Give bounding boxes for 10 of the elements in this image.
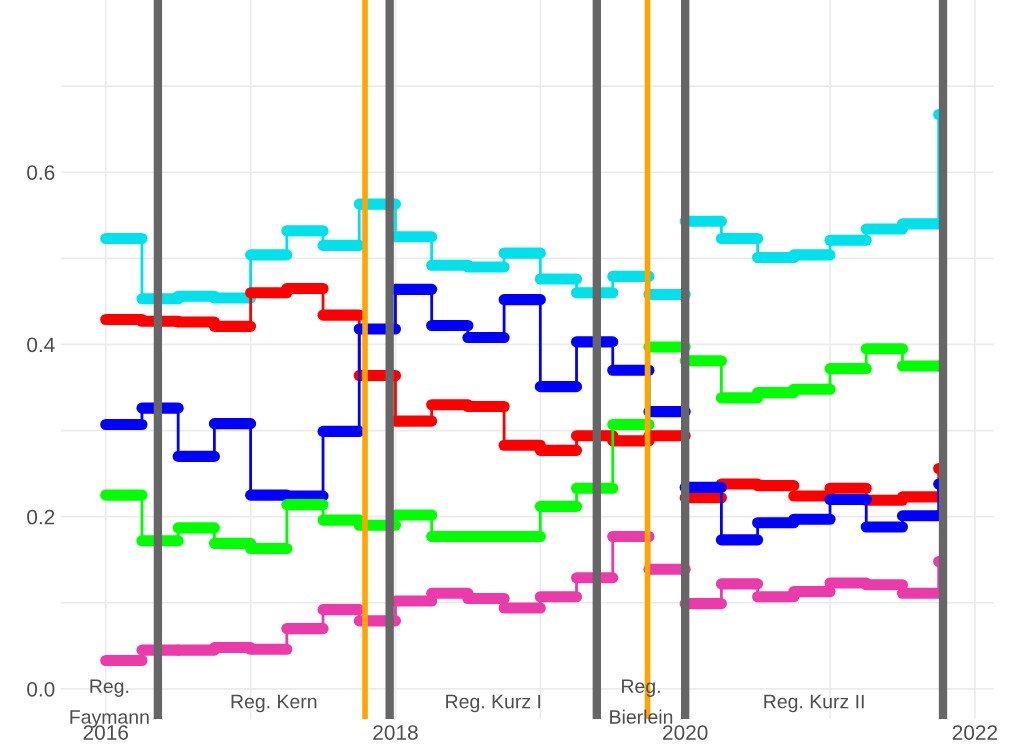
x-tick-label: 2020 bbox=[663, 725, 708, 740]
y-tick-label: 0.4 bbox=[27, 337, 55, 353]
y-tick-label: 0.2 bbox=[27, 509, 55, 525]
y-tick-label: 0.6 bbox=[27, 165, 55, 180]
annotation: Reg. Kurz II bbox=[764, 694, 864, 713]
text: 0.0 bbox=[27, 681, 55, 697]
x-tick-label: 2022 bbox=[952, 725, 998, 740]
annotation: Reg. Kurz I bbox=[446, 694, 541, 713]
x-tick-label: 2018 bbox=[373, 725, 418, 740]
annotation: Reg. Kern bbox=[231, 694, 317, 713]
